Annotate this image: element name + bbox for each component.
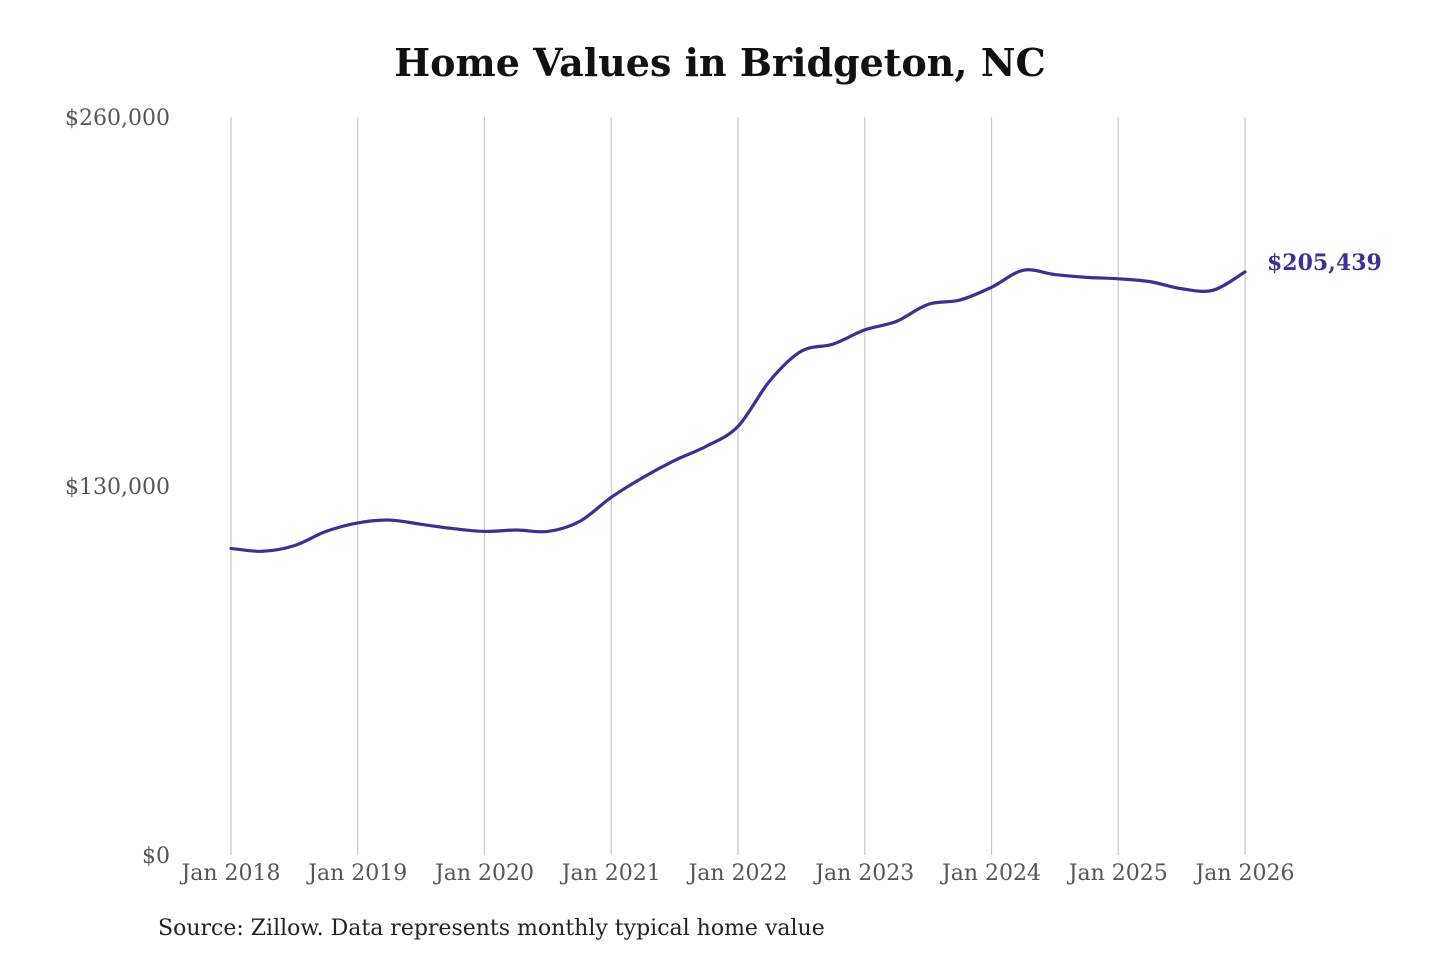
x-tick-label: Jan 2026 bbox=[1193, 861, 1294, 886]
y-tick-label: $130,000 bbox=[65, 475, 170, 500]
x-tick-label: Jan 2021 bbox=[560, 861, 661, 886]
end-value-label: $205,439 bbox=[1267, 250, 1382, 276]
x-tick-label: Jan 2024 bbox=[940, 861, 1041, 886]
y-tick-label: $0 bbox=[142, 844, 170, 869]
chart-title: Home Values in Bridgeton, NC bbox=[394, 40, 1046, 85]
y-tick-label: $260,000 bbox=[65, 106, 170, 131]
x-tick-label: Jan 2025 bbox=[1067, 861, 1168, 886]
x-tick-label: Jan 2020 bbox=[433, 861, 534, 886]
x-tick-label: Jan 2022 bbox=[686, 861, 787, 886]
x-tick-label: Jan 2023 bbox=[813, 861, 914, 886]
source-note: Source: Zillow. Data represents monthly … bbox=[158, 916, 825, 941]
series-line bbox=[229, 268, 1247, 553]
x-tick-label: Jan 2019 bbox=[306, 861, 407, 886]
x-tick-label: Jan 2018 bbox=[179, 861, 280, 886]
